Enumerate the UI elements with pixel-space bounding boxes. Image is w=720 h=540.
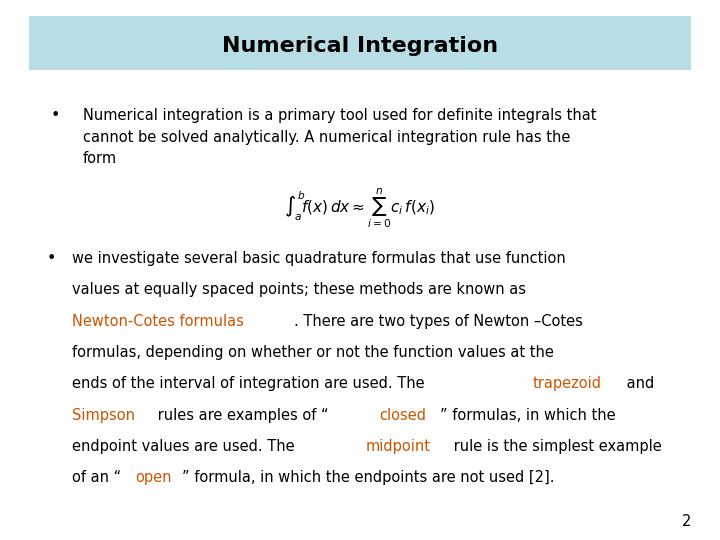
- Text: we investigate several basic quadrature formulas that use function: we investigate several basic quadrature …: [72, 251, 566, 266]
- Text: 2: 2: [682, 514, 691, 529]
- Text: •: •: [50, 108, 60, 123]
- Text: Numerical Integration: Numerical Integration: [222, 36, 498, 56]
- Text: closed: closed: [379, 408, 427, 423]
- Text: •: •: [47, 251, 56, 266]
- Text: open: open: [135, 470, 172, 485]
- Text: formulas, depending on whether or not the function values at the: formulas, depending on whether or not th…: [72, 345, 554, 360]
- Text: midpoint: midpoint: [365, 439, 431, 454]
- Text: Simpson: Simpson: [72, 408, 135, 423]
- Text: trapezoid: trapezoid: [533, 376, 602, 392]
- Text: Numerical integration is a primary tool used for definite integrals that
cannot : Numerical integration is a primary tool …: [83, 108, 596, 166]
- Text: $\int_a^b\!f(x)\,dx \approx \sum_{i=0}^{n} c_i\,f(x_i)$: $\int_a^b\!f(x)\,dx \approx \sum_{i=0}^{…: [284, 186, 436, 230]
- Text: ” formula, in which the endpoints are not used [2].: ” formula, in which the endpoints are no…: [182, 470, 555, 485]
- Text: . There are two types of Newton –Cotes: . There are two types of Newton –Cotes: [294, 314, 582, 329]
- Text: rules are examples of “: rules are examples of “: [153, 408, 329, 423]
- Text: values at equally spaced points; these methods are known as: values at equally spaced points; these m…: [72, 282, 526, 298]
- Text: Newton-Cotes formulas: Newton-Cotes formulas: [72, 314, 244, 329]
- Text: of an “: of an “: [72, 470, 121, 485]
- Text: ” formulas, in which the: ” formulas, in which the: [441, 408, 616, 423]
- Text: rule is the simplest example: rule is the simplest example: [449, 439, 662, 454]
- Text: endpoint values are used. The: endpoint values are used. The: [72, 439, 300, 454]
- Text: and: and: [622, 376, 654, 392]
- Text: ends of the interval of integration are used. The: ends of the interval of integration are …: [72, 376, 429, 392]
- FancyBboxPatch shape: [29, 16, 691, 70]
